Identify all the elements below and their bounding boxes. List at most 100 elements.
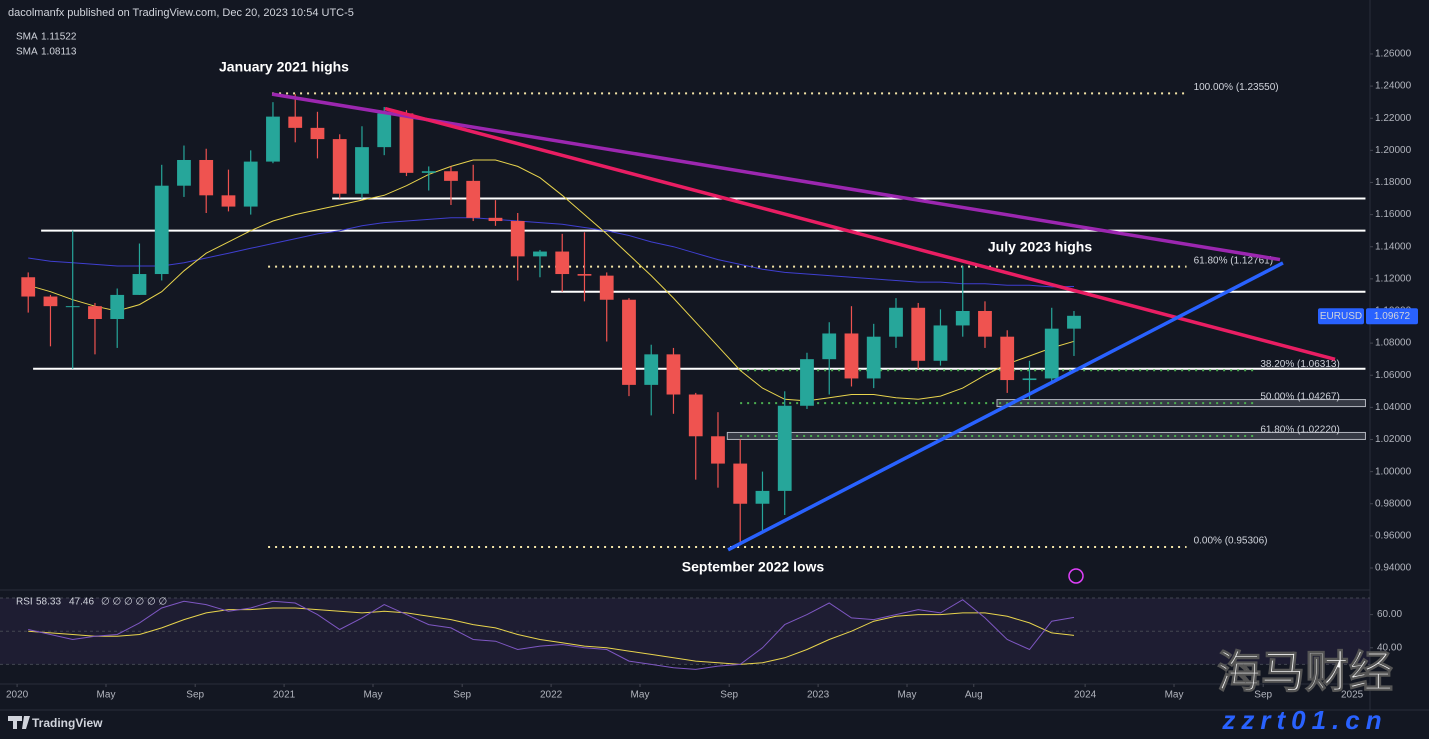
x-tick-label: Sep: [453, 690, 471, 701]
rsi-legend-extra: ∅ ∅ ∅ ∅ ∅ ∅: [101, 597, 167, 608]
y-tick-label: 1.22000: [1375, 113, 1412, 124]
candle-body: [43, 296, 58, 307]
y-tick-label: 0.98000: [1375, 498, 1412, 509]
watermark: 海马财经: [1217, 647, 1393, 698]
y-tick-label: 1.14000: [1375, 241, 1412, 252]
y-tick-label: 1.20000: [1375, 145, 1412, 156]
candle-body: [110, 294, 125, 320]
candle-body: [132, 274, 147, 295]
candle-body: [444, 171, 458, 181]
annotation: January 2021 highs: [219, 59, 349, 75]
legend-value: 1.08113: [41, 47, 77, 58]
legend-name: SMA: [16, 47, 38, 58]
y-tick-label: 1.08000: [1375, 338, 1412, 349]
x-tick-label: 2022: [540, 690, 563, 701]
tv-logo: [8, 716, 30, 729]
sma-line: [28, 217, 1075, 288]
candle-body: [978, 310, 992, 337]
candle-body: [154, 185, 169, 275]
legend-value: 1.11522: [41, 32, 77, 43]
candle-body: [577, 274, 592, 276]
candle-body: [889, 307, 903, 337]
candle-body: [399, 113, 414, 173]
candle-body: [1067, 315, 1081, 329]
last-price-label: 1.09672: [1374, 311, 1411, 322]
sma-line: [28, 159, 1075, 402]
fib-zone: [726, 431, 1366, 440]
x-tick-label: Sep: [186, 690, 204, 701]
candle-body: [421, 171, 436, 173]
x-tick-label: 2024: [1074, 690, 1097, 701]
x-tick-label: 2021: [273, 690, 296, 701]
fib-label: 38.20% (1.06313): [1260, 359, 1340, 370]
x-tick-label: 2020: [6, 690, 29, 701]
symbol-tag: [1318, 308, 1364, 325]
x-tick-label: May: [898, 690, 917, 701]
annotation: July 2023 highs: [988, 239, 1092, 255]
candle-body: [933, 325, 948, 361]
symbol-tag-label: EURUSD: [1320, 311, 1362, 322]
candle-body: [1000, 336, 1015, 381]
y-tick-label: 1.06000: [1375, 370, 1412, 381]
candle-body: [666, 354, 681, 395]
candle-body: [1044, 328, 1059, 379]
y-tick-label: 1.02000: [1375, 434, 1412, 445]
candle-body: [777, 405, 792, 491]
x-tick-label: May: [97, 690, 116, 701]
rsi-line: [28, 599, 1075, 670]
y-tick-label: 1.12000: [1375, 273, 1412, 284]
fib-label: 61.80% (1.12761): [1194, 255, 1274, 266]
candle-body: [755, 490, 770, 504]
fib-label: 0.00% (0.95306): [1194, 536, 1268, 547]
candle-body: [688, 394, 703, 437]
candle-body: [866, 336, 881, 379]
rsi-legend-ma: 47.46: [69, 597, 94, 608]
y-tick-label: 0.94000: [1375, 563, 1412, 574]
rsi-legend-name: RSI: [16, 597, 33, 608]
candle-body: [533, 251, 547, 257]
candle-body: [844, 333, 859, 379]
last-price-tag: [1366, 308, 1418, 325]
candle-body: [555, 251, 570, 275]
y-tick-label: 1.00000: [1375, 466, 1412, 477]
candle-body: [488, 217, 503, 222]
candle-body: [355, 147, 369, 194]
rsi-ma-line: [28, 607, 1075, 665]
y-tick-label: 1.24000: [1375, 81, 1412, 92]
candle-body: [377, 113, 392, 148]
candle-body: [599, 275, 614, 300]
trendline: [727, 261, 1284, 552]
candle-body: [243, 161, 258, 207]
candle-body: [510, 221, 525, 257]
candle-body: [266, 116, 280, 162]
annotation: September 2022 lows: [682, 559, 825, 575]
footer-brand: TradingView: [32, 716, 103, 730]
x-tick-label: Sep: [720, 690, 738, 701]
y-tick-label: 1.16000: [1375, 209, 1412, 220]
candle-body: [288, 116, 303, 128]
x-tick-label: 2025: [1341, 690, 1364, 701]
x-tick-label: Sep: [1254, 690, 1272, 701]
y-tick-label: 1.18000: [1375, 177, 1412, 188]
rsi-tick-label: 60.00: [1377, 609, 1402, 620]
candle-body: [822, 333, 837, 360]
candle-body: [955, 310, 970, 326]
fib-label: 50.00% (1.04267): [1260, 392, 1340, 403]
alert-icon[interactable]: [1068, 568, 1084, 584]
rsi-tick-label: 40.00: [1377, 642, 1402, 653]
fib-label: 100.00% (1.23550): [1194, 82, 1279, 93]
candle-body: [88, 306, 102, 320]
candle-body: [1022, 378, 1037, 381]
x-tick-label: May: [1165, 690, 1184, 701]
x-tick-label: Aug: [965, 690, 983, 701]
rsi-legend-value: 58.33: [36, 597, 61, 608]
candle-body: [711, 436, 725, 464]
x-tick-label: 2023: [807, 690, 830, 701]
candle-body: [622, 299, 636, 385]
publisher-line: dacolmanfx published on TradingView.com,…: [8, 7, 354, 19]
candle-body: [466, 180, 481, 218]
watermark: zzrt01.cn: [1221, 705, 1387, 735]
y-tick-label: 1.26000: [1375, 49, 1412, 60]
candle-body: [21, 277, 36, 297]
